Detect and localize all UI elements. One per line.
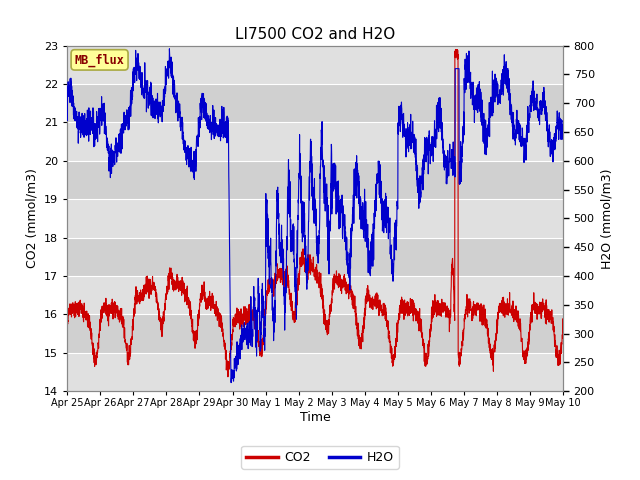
Bar — [67, 122, 563, 161]
X-axis label: Time: Time — [300, 411, 331, 424]
Bar — [67, 238, 563, 276]
Bar — [67, 46, 563, 84]
Bar — [67, 314, 563, 353]
Bar — [67, 353, 563, 391]
Bar — [67, 199, 563, 238]
Y-axis label: H2O (mmol/m3): H2O (mmol/m3) — [600, 168, 613, 269]
Bar — [67, 161, 563, 199]
Bar — [67, 276, 563, 314]
Text: MB_flux: MB_flux — [75, 53, 125, 67]
Title: LI7500 CO2 and H2O: LI7500 CO2 and H2O — [235, 27, 396, 42]
Y-axis label: CO2 (mmol/m3): CO2 (mmol/m3) — [26, 168, 38, 268]
Legend: CO2, H2O: CO2, H2O — [241, 446, 399, 469]
Bar — [67, 84, 563, 122]
